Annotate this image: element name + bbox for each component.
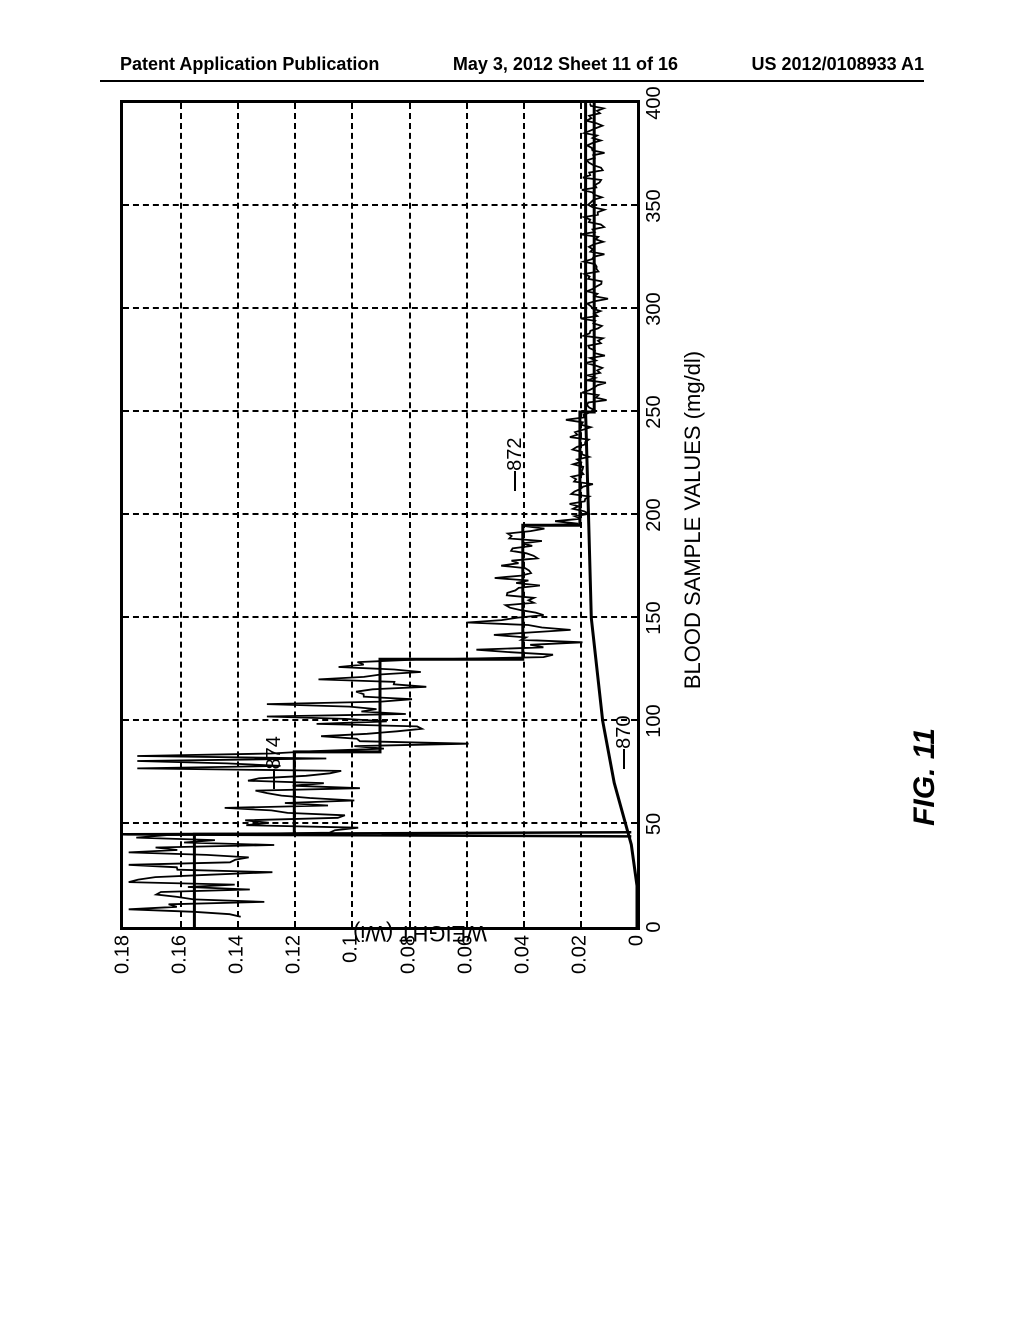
gridline-h bbox=[523, 103, 525, 927]
gridline-v bbox=[123, 719, 637, 721]
figure-caption: FIG. 11 bbox=[908, 728, 942, 826]
x-tick-label: 200 bbox=[637, 498, 666, 531]
y-tick-label: 0.14 bbox=[226, 927, 249, 974]
gridline-v bbox=[123, 204, 637, 206]
x-tick-label: 350 bbox=[637, 189, 666, 222]
y-tick-label: 0.04 bbox=[511, 927, 534, 974]
gridline-h bbox=[180, 103, 182, 927]
x-tick-label: 50 bbox=[637, 813, 666, 835]
y-tick-label: 0 bbox=[626, 927, 649, 946]
plot-area: 05010015020025030035040000.020.040.060.0… bbox=[120, 100, 640, 930]
annotation-872: 872 bbox=[504, 437, 527, 470]
gridline-h bbox=[237, 103, 239, 927]
y-tick-label: 0.02 bbox=[568, 927, 591, 974]
gridline-h bbox=[466, 103, 468, 927]
x-axis-label: BLOOD SAMPLE VALUES (mg/dl) bbox=[680, 351, 706, 689]
y-tick-label: 0.06 bbox=[454, 927, 477, 974]
gridline-v bbox=[123, 410, 637, 412]
y-tick-label: 0.18 bbox=[112, 927, 135, 974]
x-tick-label: 250 bbox=[637, 395, 666, 428]
gridline-h bbox=[351, 103, 353, 927]
annotation-874: 874 bbox=[263, 736, 286, 769]
gridline-v bbox=[123, 513, 637, 515]
y-tick-label: 0.16 bbox=[169, 927, 192, 974]
x-tick-label: 400 bbox=[637, 86, 666, 119]
gridline-v bbox=[123, 616, 637, 618]
chart-lines bbox=[123, 103, 637, 927]
gridline-v bbox=[123, 307, 637, 309]
header-right: US 2012/0108933 A1 bbox=[752, 54, 924, 75]
y-tick-label: 0.12 bbox=[283, 927, 306, 974]
y-tick-label: 0.08 bbox=[397, 927, 420, 974]
x-tick-label: 100 bbox=[637, 704, 666, 737]
x-tick-label: 150 bbox=[637, 601, 666, 634]
gridline-h bbox=[580, 103, 582, 927]
gridline-v bbox=[123, 822, 637, 824]
annotation-870: 870 bbox=[613, 716, 636, 749]
figure-11: WEIGHT (Wi) BLOOD SAMPLE VALUES (mg/dl) … bbox=[100, 20, 740, 1020]
y-tick-label: 0.1 bbox=[340, 927, 363, 963]
gridline-h bbox=[409, 103, 411, 927]
x-tick-label: 300 bbox=[637, 292, 666, 325]
gridline-h bbox=[294, 103, 296, 927]
